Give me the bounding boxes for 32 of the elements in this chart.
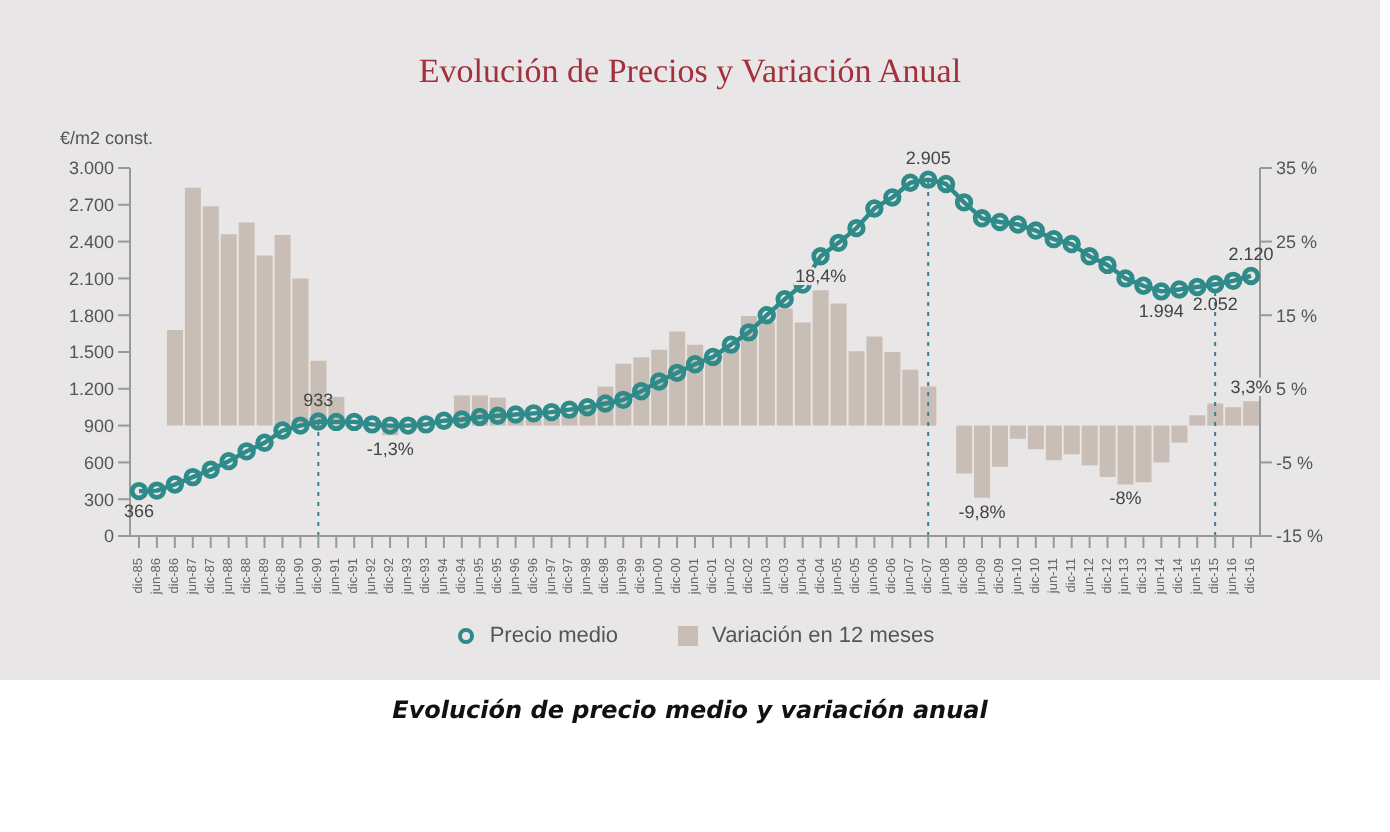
y-tick-label: 2.700 (68, 195, 114, 216)
data-label: 2.120 (1228, 243, 1274, 264)
y-tick-label: 0 (103, 526, 114, 547)
y-tick-label: 600 (83, 452, 114, 473)
y-axis-title: €/m2 const. (60, 128, 154, 148)
data-label: 366 (123, 501, 154, 522)
y-tick-label: 2.100 (68, 268, 114, 289)
y2-tick-label: 25 % (1276, 231, 1318, 252)
legend-label: Variación en 12 meses (712, 624, 935, 648)
y-tick-label: 2.400 (68, 231, 114, 252)
y2-tick-label: -15 % (1276, 526, 1324, 547)
legend-label: Precio medio (489, 624, 619, 648)
data-label: 2.905 (905, 147, 951, 168)
data-label: 1.994 (1138, 301, 1184, 322)
data-label: 2.052 (1192, 294, 1238, 315)
y-tick-label: 1.200 (68, 379, 114, 400)
text: Evolución de precio medio y variación anual (390, 696, 990, 724)
data-label: -1,3% (366, 439, 414, 460)
chart-title: Evolución de Precios y Variación Anual (416, 52, 964, 92)
y2-tick-label: 35 % (1276, 158, 1318, 179)
data-label: -9,8% (958, 501, 1006, 522)
y-tick-label: 1.800 (68, 305, 114, 326)
y2-tick-label: 5 % (1276, 379, 1308, 400)
y2-tick-label: 15 % (1276, 305, 1318, 326)
y-tick-label: 900 (83, 415, 114, 436)
y-tick-label: 3.000 (68, 158, 114, 179)
y-tick-label: 300 (83, 489, 114, 510)
y2-tick-label: -5 % (1276, 452, 1314, 473)
data-label: -8% (1109, 488, 1142, 509)
data-label: 3,3% (1230, 377, 1272, 398)
data-label: 933 (303, 389, 334, 410)
y-tick-label: 1.500 (68, 342, 114, 363)
